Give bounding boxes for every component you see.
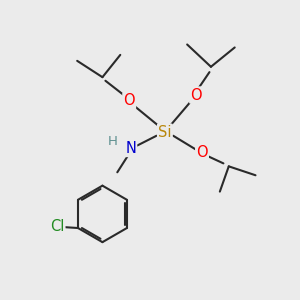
Text: N: N [125,141,136,156]
Text: O: O [123,94,135,109]
Text: O: O [190,88,202,103]
Text: O: O [196,146,208,160]
Text: H: H [108,136,118,148]
Text: Cl: Cl [50,219,64,234]
Text: Si: Si [158,125,172,140]
